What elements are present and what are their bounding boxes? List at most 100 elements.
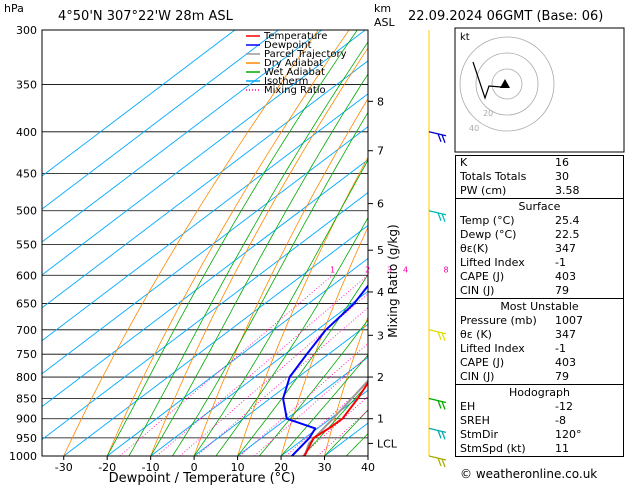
- wind-barb: [428, 210, 447, 222]
- pressure-tick-label: 550: [16, 238, 37, 251]
- most-unstable-row: Lifted Index -1: [456, 342, 623, 356]
- km-tick-label: 3: [377, 329, 384, 342]
- most-unstable-title: Most Unstable: [500, 300, 579, 313]
- temperature-tick-label: -30: [55, 461, 73, 474]
- most-unstable-row: CIN (J) 79: [456, 370, 623, 384]
- surface-row: Dewp (°C) 22.5: [456, 228, 623, 242]
- surface-value: 403: [555, 270, 576, 283]
- isotherm-line: [42, 192, 368, 441]
- hodograph-value: 120°: [555, 428, 582, 441]
- surface-row: Temp (°C) 25.4: [456, 214, 623, 228]
- mixing-ratio-line: [301, 395, 368, 456]
- dry-adiabat-line: [193, 97, 368, 456]
- wet-adiabat-line: [106, 30, 358, 456]
- isotherm-line: [42, 126, 368, 375]
- wet-adiabat-line: [128, 41, 368, 456]
- dry-adiabat-line: [63, 30, 319, 456]
- pressure-tick-label: 650: [16, 298, 37, 311]
- mixing-ratio-line: [196, 307, 368, 456]
- surface-label: CAPE (J): [460, 270, 505, 283]
- pressure-tick-label: 950: [16, 432, 37, 445]
- wind-barb: [428, 131, 447, 144]
- mixing-ratio-line: [239, 342, 368, 456]
- isotherm-line: [42, 30, 236, 177]
- wind-barb: [428, 427, 447, 440]
- wet-adiabat-line: [193, 159, 368, 456]
- legend-entry: Dewpoint: [264, 40, 312, 51]
- isotherm-line: [42, 159, 368, 408]
- hodograph-table-title: Hodograph: [509, 386, 570, 399]
- wind-barb: [428, 397, 447, 410]
- mixing-ratio-label: 2: [365, 265, 370, 274]
- surface-row: θε(K) 347: [456, 242, 623, 256]
- wet-adiabat-line: [280, 354, 368, 456]
- wet-adiabat-line: [237, 273, 368, 456]
- km-label: km: [374, 2, 392, 15]
- parcel-trajectory-line: [303, 379, 368, 456]
- index-row: K 16: [456, 156, 623, 170]
- hodograph-value: 11: [555, 442, 569, 455]
- surface-value: 25.4: [555, 214, 580, 227]
- isotherm-line: [237, 356, 368, 456]
- legend-entry: Isotherm: [264, 76, 308, 87]
- most-unstable-row: CAPE (J) 403: [456, 356, 623, 370]
- most-unstable-value: 347: [555, 328, 576, 341]
- mixing-ratio-line: [254, 355, 368, 456]
- pressure-tick-label: 500: [16, 205, 37, 218]
- surface-value: -1: [555, 256, 566, 269]
- surface-value: 22.5: [555, 228, 580, 241]
- most-unstable-value: 403: [555, 356, 576, 369]
- isotherm-line: [150, 290, 368, 456]
- wet-adiabat-line: [150, 73, 368, 456]
- wet-adiabat-line: [302, 383, 368, 456]
- pressure-tick-label: 350: [16, 79, 37, 92]
- km-tick-label: 6: [377, 198, 384, 211]
- km-tick-label: 5: [377, 244, 384, 257]
- dewpoint-line: [282, 284, 368, 456]
- x-axis-title: Dewpoint / Temperature (°C): [109, 471, 296, 486]
- surface-value: 347: [555, 242, 576, 255]
- datetime-title: 22.09.2024 06GMT (Base: 06): [408, 9, 604, 24]
- surface-label: Dewp (°C): [460, 228, 517, 241]
- pressure-tick-label: 800: [16, 371, 37, 384]
- mixing-ratio-line: [179, 293, 368, 456]
- surface-label: θε(K): [460, 242, 489, 255]
- index-label: Totals Totals: [460, 170, 527, 183]
- isotherm-line: [42, 30, 323, 243]
- index-value: 3.58: [555, 184, 580, 197]
- pressure-tick-label: 850: [16, 392, 37, 405]
- temperature-tick-label: 20: [274, 461, 288, 474]
- pressure-tick-label: 700: [16, 324, 37, 337]
- dry-adiabat-line: [324, 315, 368, 456]
- km-tick-label: 2: [377, 371, 384, 384]
- km-tick-label: 4: [377, 286, 384, 299]
- km-tick-label: 1: [377, 413, 384, 426]
- surface-row: Lifted Index -1: [456, 256, 623, 270]
- isotherm-line: [42, 30, 279, 210]
- hodograph-row: SREH -8: [456, 414, 623, 428]
- dry-adiabat-line: [150, 47, 368, 456]
- temperature-tick-label: -20: [98, 461, 116, 474]
- asl-label: ASL: [374, 16, 395, 29]
- surface-value: 79: [555, 284, 569, 297]
- km-tick-label: 7: [377, 145, 384, 158]
- location-title: 4°50'N 307°22'W 28m ASL: [58, 9, 233, 24]
- mixing-ratio-label: 1: [330, 265, 335, 274]
- surface-row: CAPE (J) 403: [456, 270, 623, 284]
- index-value: 30: [555, 170, 569, 183]
- index-value: 16: [555, 156, 569, 169]
- pressure-tick-label: 600: [16, 269, 37, 282]
- isotherm-line: [63, 224, 368, 456]
- isotherm-line: [42, 93, 368, 342]
- hodograph-ring: [491, 68, 523, 100]
- surface-label: Temp (°C): [460, 214, 515, 227]
- temperature-tick-label: 30: [318, 461, 332, 474]
- temperature-tick-label: -10: [142, 461, 160, 474]
- temperature-tick-label: 0: [191, 461, 198, 474]
- pressure-tick-label: 1000: [9, 450, 37, 463]
- surface-title: Surface: [518, 200, 561, 213]
- hodograph-unit-label: kt: [460, 32, 470, 43]
- legend-entry: Dry Adiabat: [264, 58, 323, 69]
- wet-adiabat-line: [172, 111, 368, 456]
- hodograph-row: StmDir 120°: [456, 428, 623, 442]
